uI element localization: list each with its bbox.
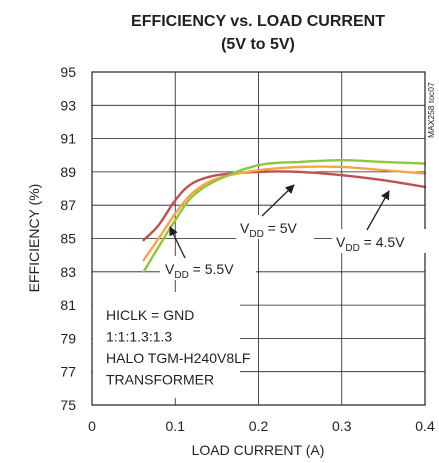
- y-tick-label: 89: [60, 164, 76, 180]
- annotation-line: 1:1:1.3:1.3: [106, 329, 172, 345]
- callout-label: VDD = 5.5V: [165, 261, 234, 281]
- series-line-3: [142, 159, 427, 273]
- annotation-background: [93, 292, 240, 398]
- callout-arrow: [261, 184, 295, 217]
- x-tick-label: 0.4: [415, 418, 435, 434]
- x-tick-label: 0: [88, 418, 96, 434]
- annotation-line: HICLK = GND: [106, 307, 194, 323]
- y-axis-label: EFFICIENCY (%): [26, 184, 42, 293]
- series-lines: [142, 159, 427, 273]
- callout-arrow: [366, 190, 390, 231]
- callout-background: [236, 215, 314, 239]
- series-line-2: [142, 165, 427, 262]
- callout-label: VDD = 4.5V: [336, 234, 405, 254]
- y-tick-label: 85: [60, 231, 76, 247]
- y-tick-label: 83: [60, 264, 76, 280]
- x-axis-label: LOAD CURRENT (A): [192, 442, 325, 458]
- callout-arrow: [169, 226, 186, 259]
- y-tick-label: 77: [60, 364, 76, 380]
- chart-subtitle: (5V to 5V): [221, 36, 295, 53]
- callouts: VDD = 5.5V VDD = 5V VDD = 4.5V: [160, 184, 426, 281]
- x-tick-labels: 0 0.1 0.2 0.3 0.4: [88, 418, 435, 434]
- x-tick-label: 0.1: [166, 418, 186, 434]
- callout-label: VDD = 5V: [240, 220, 298, 240]
- y-tick-label: 87: [60, 197, 76, 213]
- annotation-line: HALO TGM-H240V8LF: [106, 350, 250, 366]
- y-tick-label: 93: [60, 97, 76, 113]
- y-tick-label: 81: [60, 297, 76, 313]
- annotation-box: HICLK = GND 1:1:1.3:1.3 HALO TGM-H240V8LF T…: [93, 292, 250, 398]
- callout-background: [160, 256, 256, 280]
- callout-background: [332, 229, 426, 253]
- y-tick-label: 79: [60, 330, 76, 346]
- x-tick-label: 0.3: [332, 418, 352, 434]
- x-tick-label: 0.2: [249, 418, 269, 434]
- chart-title: EFFICIENCY vs. LOAD CURRENT: [131, 13, 385, 30]
- y-tick-label: 75: [60, 397, 76, 413]
- y-tick-label: 95: [60, 64, 76, 80]
- y-tick-labels: 75 77 79 81 83 85 87 89 91 93 95: [60, 64, 76, 413]
- y-tick-label: 91: [60, 131, 76, 147]
- annotation-line: TRANSFORMER: [106, 372, 214, 388]
- figure-id: MAX258 toc07: [426, 82, 436, 138]
